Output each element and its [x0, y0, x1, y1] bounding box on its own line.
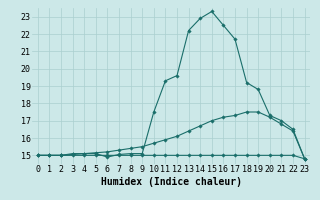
X-axis label: Humidex (Indice chaleur): Humidex (Indice chaleur) [101, 177, 242, 187]
